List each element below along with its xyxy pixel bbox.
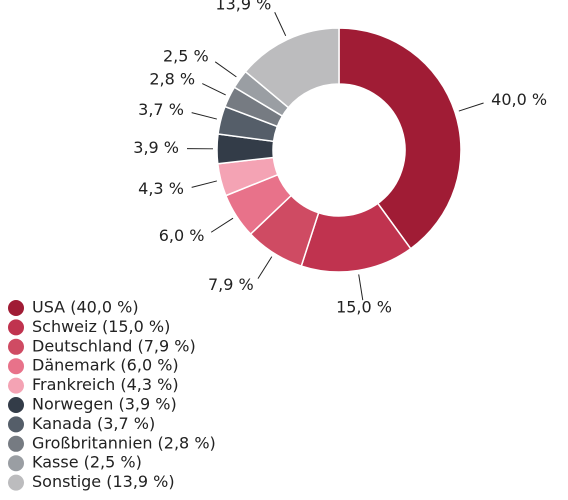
legend-swatch: [8, 377, 24, 394]
slice-label: 3,9 %: [133, 138, 179, 157]
legend-label: Deutschland (7,9 %): [32, 336, 196, 355]
legend-label: Kasse (2,5 %): [32, 453, 142, 472]
leader-line: [358, 274, 364, 301]
legend-label: Großbritannien (2,8 %): [32, 433, 216, 452]
slice-label: 7,9 %: [208, 275, 254, 294]
legend-label: Kanada (3,7 %): [32, 414, 155, 433]
slice-label: 3,7 %: [138, 100, 184, 119]
legend-label: USA (40,0 %): [32, 298, 139, 317]
slice-label: 2,5 %: [163, 47, 209, 66]
leader-line: [274, 12, 287, 37]
slice-label: 4,3 %: [138, 179, 184, 198]
slice: [244, 27, 340, 109]
legend-swatch: [8, 455, 24, 472]
legend-label: Sonstige (13,9 %): [32, 472, 175, 491]
legend-swatch: [8, 416, 24, 433]
legend-swatch: [8, 300, 24, 316]
legend-swatch: [8, 338, 24, 355]
slice-label: 15,0 %: [336, 298, 392, 317]
legend-label: Dänemark (6,0 %): [32, 356, 179, 375]
leader-line: [202, 83, 226, 96]
legend-swatch: [8, 319, 24, 336]
leader-line: [210, 217, 234, 233]
leader-line: [214, 61, 237, 78]
slice-label: 2,8 %: [149, 70, 195, 89]
legend-swatch: [8, 435, 24, 452]
slice-label: 13,9 %: [215, 0, 271, 14]
slice-label: 40,0 %: [491, 90, 547, 109]
leader-line: [257, 256, 273, 279]
legend-label: Frankreich (4,3 %): [32, 375, 179, 394]
legend-swatch: [8, 397, 24, 413]
leader-line: [458, 102, 484, 112]
leader-line: [191, 112, 217, 120]
legend-label: Norwegen (3,9 %): [32, 395, 177, 414]
slice-label: 6,0 %: [159, 226, 205, 245]
legend-swatch: [8, 358, 24, 375]
leader-line: [191, 180, 217, 188]
legend-label: Schweiz (15,0 %): [32, 317, 170, 336]
legend-swatch: [8, 474, 24, 491]
slice: [338, 27, 462, 250]
